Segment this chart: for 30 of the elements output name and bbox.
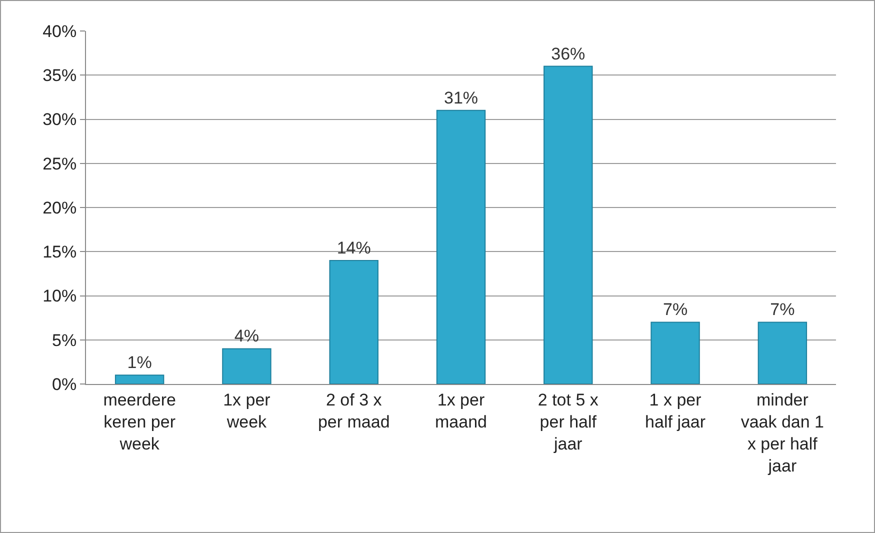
data-label: 4% [234, 326, 260, 346]
bar [114, 374, 164, 384]
y-tick-label: 35% [42, 66, 77, 86]
data-label: 14% [336, 238, 371, 258]
y-tick-label: 25% [42, 154, 77, 174]
x-tick-label: 2 tot 5 x per half jaar [538, 390, 599, 454]
data-label: 1% [127, 353, 152, 372]
y-tick-label: 15% [42, 242, 77, 262]
y-tick-label: 0% [52, 374, 77, 394]
bar [544, 66, 593, 384]
data-label: 31% [444, 88, 478, 108]
bar [222, 348, 272, 384]
y-tick-label: 30% [42, 110, 77, 130]
y-tick-label: 40% [42, 22, 77, 41]
bar [758, 322, 808, 384]
y-tick-label: 5% [52, 330, 77, 350]
x-tick-label: minder vaak dan 1 x per half jaar [740, 390, 824, 476]
data-label: 7% [770, 300, 795, 320]
data-label: 36% [551, 44, 586, 64]
bar [329, 260, 378, 384]
x-tick-label: 1x per week [223, 390, 271, 432]
y-tick-label: 10% [42, 286, 77, 306]
data-label: 7% [662, 300, 688, 320]
bar [650, 322, 700, 384]
x-tick-label: 1x per maand [435, 390, 487, 432]
x-tick-label: meerdere keren per week [103, 390, 176, 454]
x-tick-label: 1 x per half jaar [645, 390, 706, 432]
x-tick-label: 2 of 3 x per maad [318, 390, 390, 432]
bar [436, 110, 486, 384]
y-tick-label: 20% [42, 198, 77, 218]
